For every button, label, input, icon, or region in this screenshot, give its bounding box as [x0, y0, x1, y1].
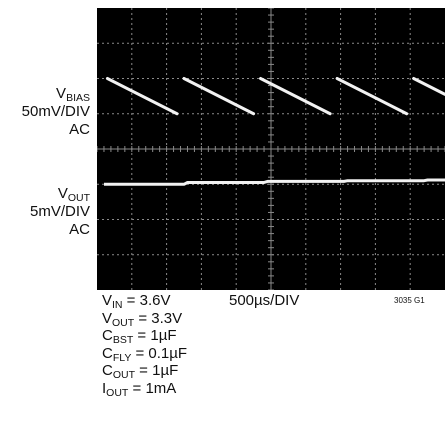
vbias-name: VBIAS: [56, 85, 90, 104]
vbias-channel-label: VBIAS 50mV/DIV AC: [22, 85, 90, 139]
figure-id: 3035 G1: [394, 296, 425, 305]
condition-iout: IOUT = 1mA: [102, 379, 177, 399]
vbias-ramp: [335, 77, 409, 116]
condition-cfly: CFLY = 0.1µF: [102, 344, 188, 364]
oscilloscope-screen: [97, 8, 445, 290]
vbias-ramp: [105, 77, 179, 116]
vout-channel-label: VOUT 5mV/DIV AC: [30, 185, 90, 239]
condition-vin: VIN = 3.6V: [102, 292, 171, 311]
condition-cout: COUT = 1µF: [102, 362, 179, 382]
vout-trace: [104, 178, 445, 186]
vout-coupling: AC: [69, 221, 90, 238]
condition-vout: VOUT = 3.3V: [102, 309, 183, 329]
traces: [104, 77, 445, 186]
test-conditions: VIN = 3.6V VOUT = 3.3V CBST = 1µF CFLY =…: [102, 292, 187, 398]
timebase-label: 500µs/DIV: [229, 292, 300, 309]
vbias-scale: 50mV/DIV: [21, 103, 90, 120]
vout-scale: 5mV/DIV: [29, 203, 90, 220]
vbias-coupling: AC: [69, 121, 90, 138]
vout-name: VOUT: [57, 185, 90, 204]
graticule: [97, 8, 445, 290]
vbias-ramp: [412, 77, 445, 96]
vbias-ramp: [182, 77, 256, 116]
vbias-ramp: [259, 77, 332, 116]
condition-cbst: CBST = 1µF: [102, 327, 177, 347]
